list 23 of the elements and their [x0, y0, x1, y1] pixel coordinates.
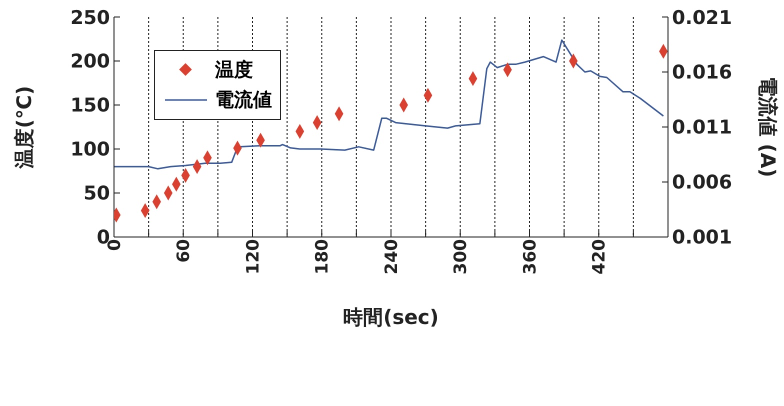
- x-tick-label: 420: [590, 238, 610, 274]
- x-axis-title: 時間(sec): [343, 305, 439, 329]
- line-series: [114, 39, 664, 170]
- y2-axis-title: 電流値 (A): [756, 76, 780, 178]
- x-tick-label: 240: [382, 238, 402, 274]
- y2-tick-label: 0.016: [672, 62, 732, 84]
- y2-tick-label: 0.021: [672, 6, 732, 29]
- legend-label: 電流値: [215, 88, 272, 113]
- x-tick-label: 360: [520, 238, 540, 274]
- y-tick-label: 250: [70, 6, 110, 29]
- y-tick-label: 50: [84, 182, 110, 205]
- x-tick-label: 180: [312, 238, 333, 274]
- y-tick-label: 200: [70, 50, 110, 73]
- y-axis-title: 温度(℃): [12, 86, 36, 170]
- x-tick-label: 60: [174, 238, 194, 263]
- legend-label: 温度: [215, 58, 253, 83]
- y2-tick-label: 0.011: [672, 116, 732, 139]
- x-tick-label: 300: [451, 238, 472, 274]
- y-tick-label: 150: [70, 94, 110, 117]
- y2-tick-label: 0.006: [672, 172, 732, 194]
- y-tick-label: 100: [70, 138, 110, 161]
- x-tick-label: 120: [243, 238, 264, 274]
- y2-tick-label: 0.001: [672, 226, 732, 249]
